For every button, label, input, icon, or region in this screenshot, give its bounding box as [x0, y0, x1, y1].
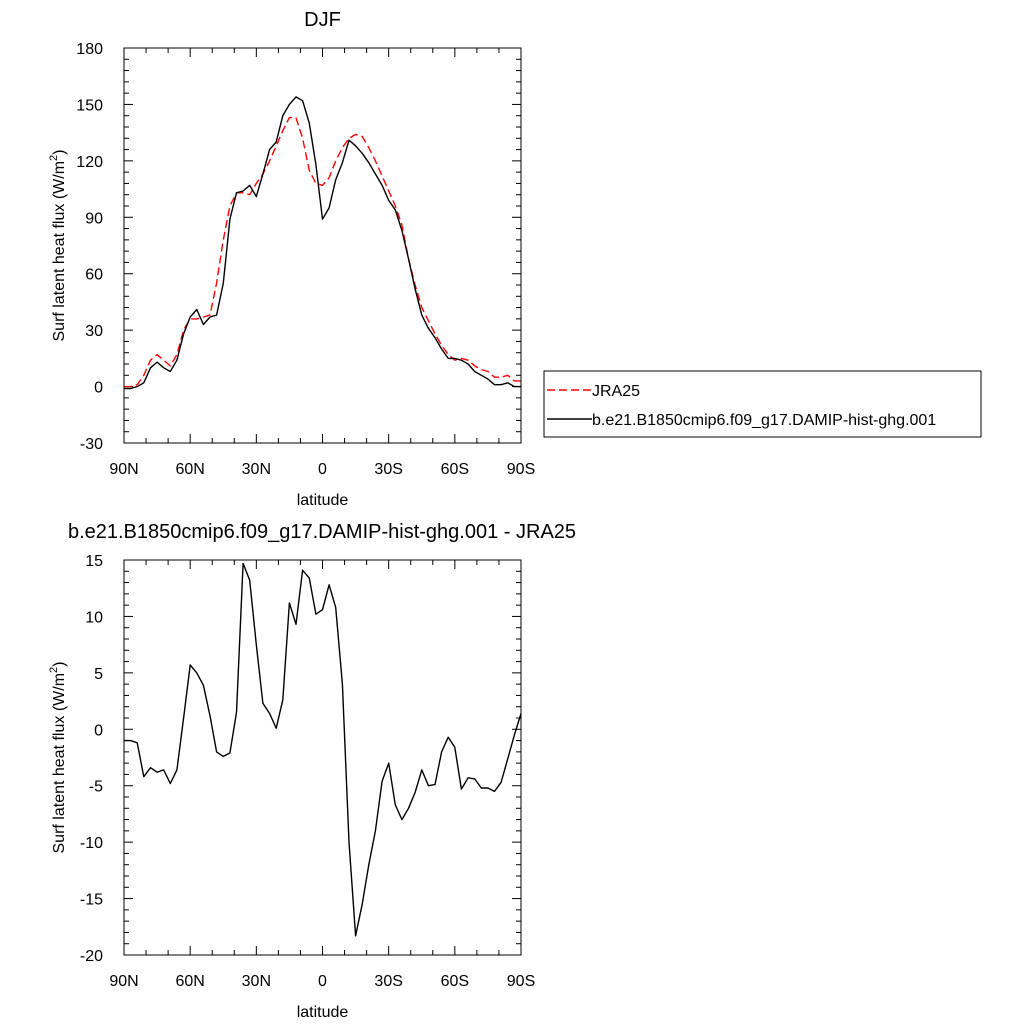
- y-tick-label: 30: [85, 323, 103, 340]
- x-tick-label: 0: [318, 973, 327, 990]
- chart-top-series: [124, 96, 521, 390]
- y-tick-label: -30: [80, 436, 103, 453]
- x-tick-label: 60S: [441, 973, 469, 990]
- y-tick-label: 60: [85, 267, 103, 284]
- x-tick-label: 90N: [109, 973, 138, 990]
- series-line-jra25: [124, 116, 521, 388]
- y-tick-label: 0: [94, 380, 103, 397]
- series-line-model: [124, 96, 521, 390]
- chart-top-title: DJF: [304, 9, 341, 31]
- x-tick-label: 30S: [374, 461, 402, 478]
- chart-top-ylabel-text: Surf latent heat flux (W/m2): [48, 150, 68, 342]
- y-tick-label: 15: [85, 553, 103, 570]
- x-tick-label: 0: [318, 461, 327, 478]
- chart-bottom-ylabel-text: Surf latent heat flux (W/m2): [48, 662, 68, 854]
- chart-bottom-ylabel-suffix: ): [51, 662, 68, 667]
- series-line-difference: [124, 562, 522, 937]
- chart-bottom-ylabel-main: Surf latent heat flux (W/m: [51, 673, 68, 854]
- y-tick-label: -5: [89, 779, 103, 796]
- chart-top-ticks: 90N 60N 30N 0 30S 60S 90S -30 0 30 60 90 120 150 180: [76, 41, 535, 478]
- y-tick-label: 5: [94, 666, 103, 683]
- x-tick-label: 30N: [242, 973, 271, 990]
- chart-bottom-title: b.e21.B1850cmip6.f09_g17.DAMIP-hist-ghg.…: [68, 521, 576, 543]
- x-tick-label: 90N: [109, 461, 138, 478]
- chart-top-xlabel: latitude: [297, 492, 349, 509]
- y-tick-label: 180: [76, 41, 103, 58]
- legend-label-jra25: JRA25: [592, 383, 640, 400]
- x-tick-label: 60N: [175, 973, 204, 990]
- y-tick-label: -15: [80, 892, 103, 909]
- x-tick-label: 90S: [507, 973, 535, 990]
- x-tick-label: 30N: [242, 461, 271, 478]
- chart-bottom-ticks: 90N 60N 30N 0 30S 60S 90S -20 -15 -10 -5 0 5 10 15: [80, 553, 535, 990]
- y-tick-label: 90: [85, 210, 103, 227]
- chart-top-frame: [123, 47, 522, 444]
- chart-top-ylabel-main: Surf latent heat flux (W/m: [51, 161, 68, 342]
- chart-top-ylabel-sup: 2: [48, 155, 60, 161]
- chart-top-ylabel-suffix: ): [51, 150, 68, 155]
- legend-label-model: b.e21.B1850cmip6.f09_g17.DAMIP-hist-ghg.…: [592, 412, 936, 429]
- chart-bottom-ylabel: Surf latent heat flux (W/m2): [48, 662, 68, 854]
- chart-bottom-xlabel: latitude: [297, 1004, 349, 1021]
- y-tick-label: -20: [80, 948, 103, 965]
- chart-bottom-frame: [123, 559, 522, 956]
- x-tick-label: 90S: [507, 461, 535, 478]
- y-tick-label: 10: [85, 609, 103, 626]
- chart-bottom-ylabel-sup: 2: [48, 667, 60, 673]
- x-tick-label: 60N: [175, 461, 204, 478]
- chart-top: DJF Surf latent heat flux (W/m2) latitud…: [48, 9, 982, 509]
- y-tick-label: -10: [80, 835, 103, 852]
- y-tick-label: 120: [76, 154, 103, 171]
- chart-bottom: b.e21.B1850cmip6.f09_g17.DAMIP-hist-ghg.…: [48, 521, 576, 1021]
- chart-bottom-series: [124, 562, 522, 937]
- chart-top-legend: JRA25 b.e21.B1850cmip6.f09_g17.DAMIP-his…: [543, 370, 982, 438]
- x-tick-label: 30S: [374, 973, 402, 990]
- y-tick-label: 150: [76, 97, 103, 114]
- x-tick-label: 60S: [441, 461, 469, 478]
- chart-top-ylabel: Surf latent heat flux (W/m2): [48, 150, 68, 342]
- legend-box: [543, 370, 982, 438]
- y-tick-label: 0: [94, 722, 103, 739]
